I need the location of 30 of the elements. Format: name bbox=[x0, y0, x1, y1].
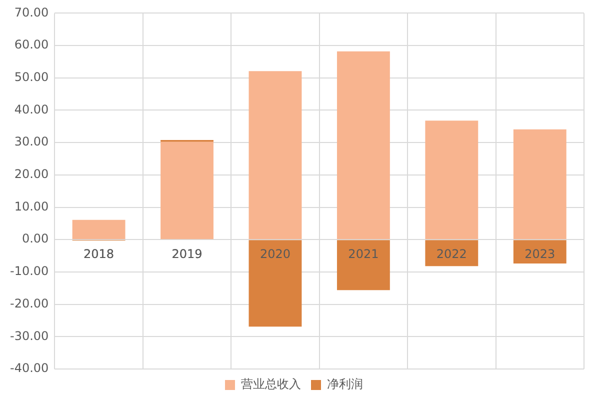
y-tick-label: -40.00 bbox=[10, 361, 49, 376]
x-tick-label: 2020 bbox=[260, 246, 291, 261]
bar bbox=[425, 120, 478, 240]
y-tick-label: 40.00 bbox=[14, 102, 49, 116]
bar bbox=[248, 71, 302, 240]
x-tick-label: 2023 bbox=[524, 246, 556, 261]
x-tick-label: 2021 bbox=[348, 246, 379, 261]
y-tick-label: 20.00 bbox=[14, 167, 49, 182]
y-tick-label: 60.00 bbox=[14, 38, 49, 52]
y-tick-label: -30.00 bbox=[10, 328, 49, 343]
bar bbox=[72, 220, 126, 240]
y-tick-label: 70.00 bbox=[14, 5, 49, 20]
legend-label: 净利润 bbox=[327, 377, 363, 392]
bar bbox=[425, 240, 478, 266]
y-tick-label: -10.00 bbox=[10, 264, 49, 278]
bar bbox=[513, 240, 566, 264]
bar bbox=[160, 142, 214, 240]
bar bbox=[336, 51, 390, 240]
y-tick-label: 30.00 bbox=[14, 134, 49, 149]
y-tick-label: -20.00 bbox=[10, 296, 49, 310]
x-tick-label: 2018 bbox=[84, 246, 114, 261]
y-tick-label: 0.00 bbox=[22, 232, 49, 246]
x-tick-label: 2019 bbox=[172, 246, 202, 261]
bar bbox=[513, 129, 566, 240]
bar bbox=[248, 240, 302, 327]
x-tick-label: 2022 bbox=[436, 246, 467, 261]
y-tick-label: 50.00 bbox=[14, 70, 49, 84]
legend-label: 营业总收入 bbox=[241, 377, 301, 392]
y-tick-label: 10.00 bbox=[14, 199, 49, 214]
bar bbox=[336, 240, 390, 290]
